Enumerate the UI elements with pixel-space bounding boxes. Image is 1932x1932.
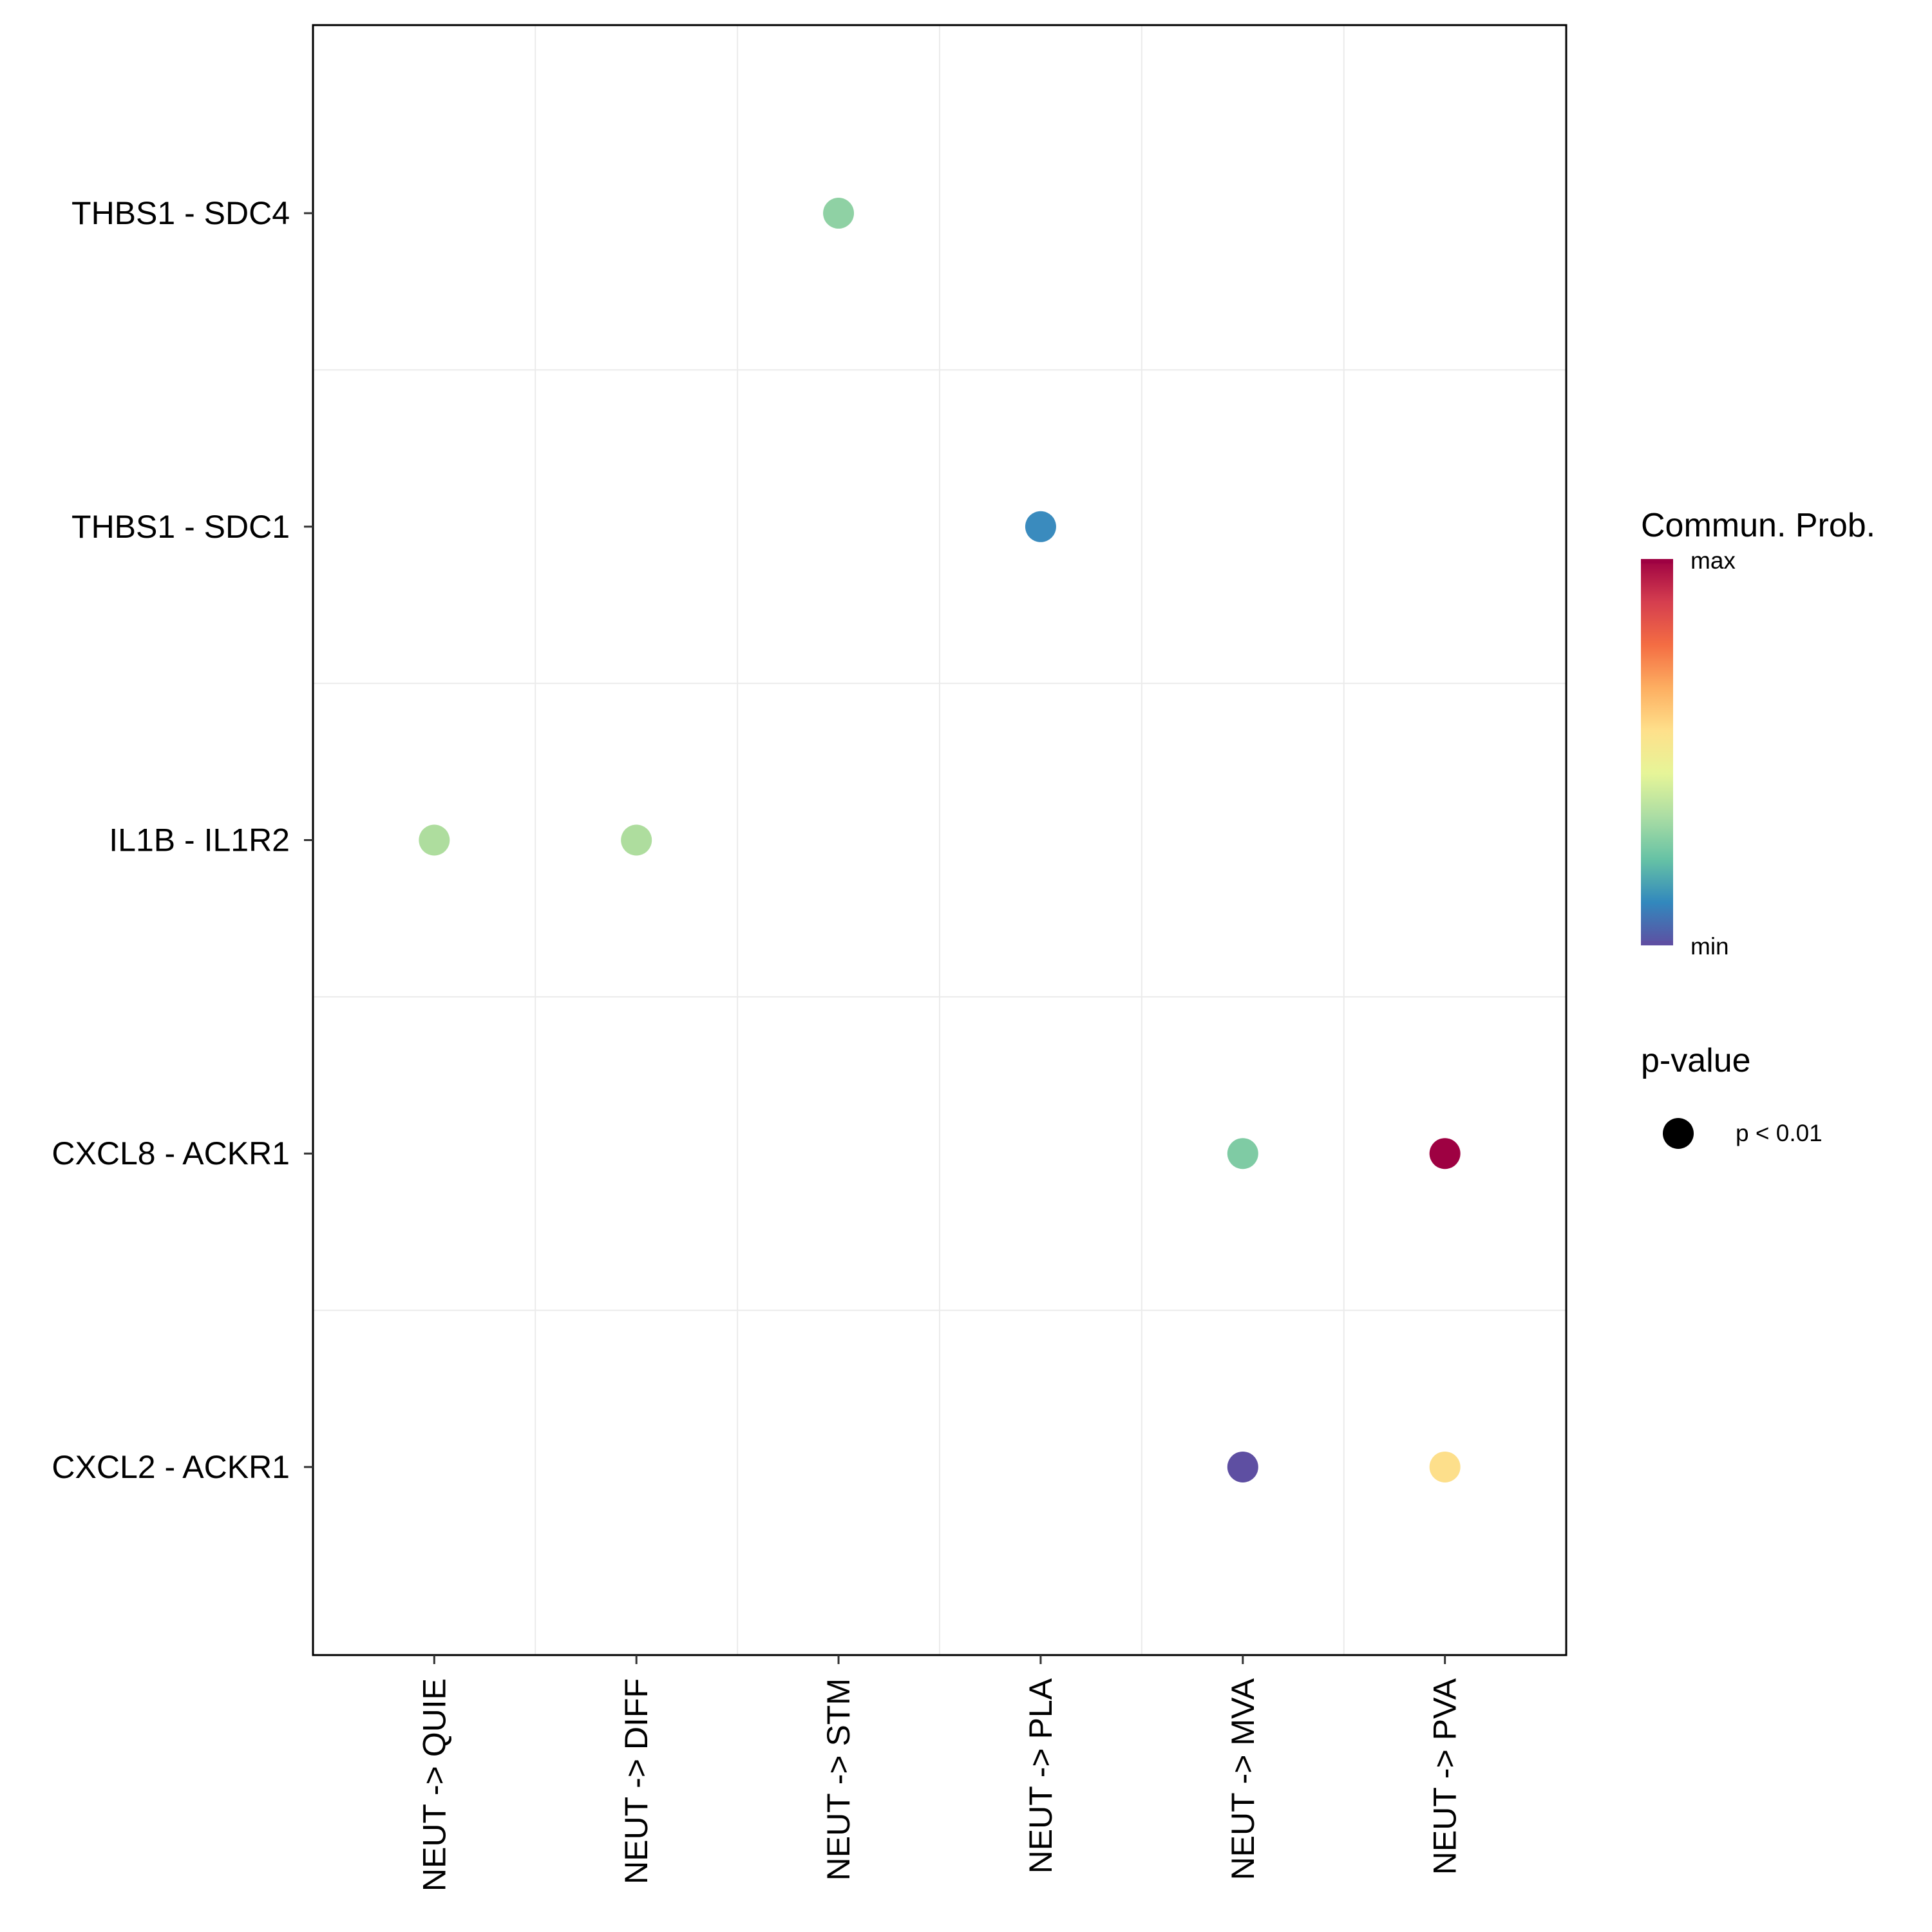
data-point [1227,1451,1258,1482]
colorbar-gradient [1641,559,1673,945]
data-point [1025,511,1056,542]
x-tick-label: NEUT -> DIFF [618,1678,654,1884]
grid-lines [313,25,1566,1655]
data-point [419,824,450,856]
y-tick-label: THBS1 - SDC4 [71,195,290,231]
y-tick-label: THBS1 - SDC1 [71,509,290,545]
pvalue-legend-title: p-value [1641,1042,1751,1079]
pvalue-legend-label: p < 0.01 [1736,1120,1823,1146]
data-point [1429,1451,1461,1482]
x-tick-label: NEUT -> QUIE [416,1678,452,1891]
y-tick-label: CXCL2 - ACKR1 [52,1449,290,1485]
y-tick-label: CXCL8 - ACKR1 [52,1135,290,1171]
data-point [1429,1138,1461,1170]
x-tick-label: NEUT -> PVA [1427,1678,1463,1875]
colorbar-title: Commun. Prob. [1641,507,1875,544]
x-tick-label: NEUT -> MVA [1225,1678,1261,1880]
data-point [1227,1138,1258,1170]
colorbar-min-label: min [1690,933,1729,960]
x-axis: NEUT -> QUIE NEUT -> DIFF NEUT -> STM NEUT … [416,1655,1463,1891]
y-tick-label: IL1B - IL1R2 [109,822,290,858]
y-axis: THBS1 - SDC4 THBS1 - SDC1 IL1B - IL1R2 CXCL… [52,195,313,1485]
data-point [823,198,855,229]
x-tick-label: NEUT -> PLA [1023,1678,1059,1873]
data-point [621,824,652,856]
colorbar-legend: Commun. Prob. max min [1641,507,1875,960]
pvalue-legend: p-value p < 0.01 [1641,1042,1823,1149]
colorbar-max-label: max [1690,547,1736,574]
x-tick-label: NEUT -> STM [820,1678,857,1880]
data-points [419,198,1461,1482]
pvalue-legend-key [1663,1118,1694,1149]
